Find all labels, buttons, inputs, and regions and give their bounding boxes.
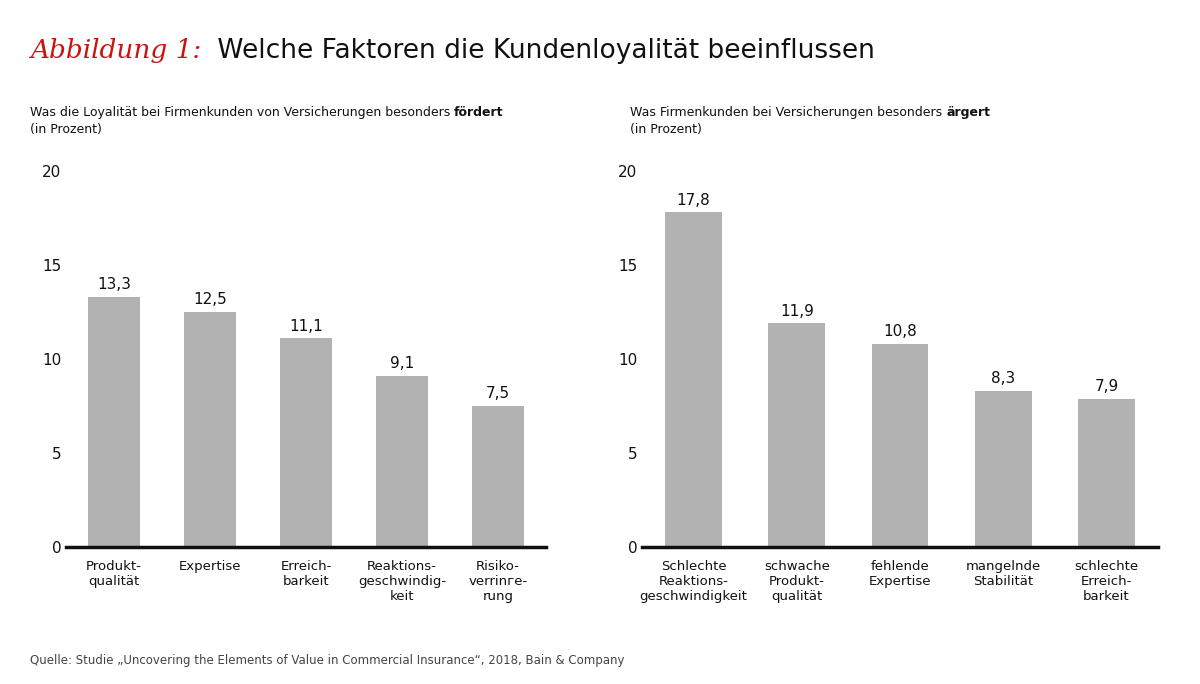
Bar bbox=[768, 324, 826, 547]
Text: 7,5: 7,5 bbox=[486, 386, 510, 402]
Text: Quelle: Studie „Uncovering the Elements of Value in Commercial Insurance“, 2018,: Quelle: Studie „Uncovering the Elements … bbox=[30, 654, 624, 667]
Text: 8,3: 8,3 bbox=[991, 371, 1015, 386]
Text: (in Prozent): (in Prozent) bbox=[30, 123, 102, 136]
Bar bbox=[871, 344, 929, 547]
Text: ärgert: ärgert bbox=[946, 106, 990, 119]
Text: 10,8: 10,8 bbox=[883, 324, 917, 339]
Text: 12,5: 12,5 bbox=[193, 292, 227, 307]
Text: fördert: fördert bbox=[455, 106, 504, 119]
Bar bbox=[280, 339, 332, 547]
Bar bbox=[376, 376, 428, 547]
Text: 7,9: 7,9 bbox=[1094, 379, 1118, 394]
Bar bbox=[472, 406, 524, 547]
Bar bbox=[974, 391, 1032, 547]
Text: 13,3: 13,3 bbox=[97, 277, 131, 292]
Bar bbox=[88, 297, 140, 547]
Text: Abbildung 1:: Abbildung 1: bbox=[30, 38, 202, 63]
Text: (in Prozent): (in Prozent) bbox=[630, 123, 702, 136]
Bar bbox=[665, 212, 722, 547]
Text: Was Firmenkunden bei Versicherungen besonders: Was Firmenkunden bei Versicherungen beso… bbox=[630, 106, 946, 119]
Text: Was die Loyalität bei Firmenkunden von Versicherungen besonders: Was die Loyalität bei Firmenkunden von V… bbox=[30, 106, 455, 119]
Text: Welche Faktoren die Kundenloyalität beeinflussen: Welche Faktoren die Kundenloyalität beei… bbox=[209, 38, 875, 64]
Text: 11,1: 11,1 bbox=[289, 319, 323, 334]
Text: 9,1: 9,1 bbox=[390, 356, 414, 371]
Text: 11,9: 11,9 bbox=[780, 304, 814, 319]
Bar bbox=[1078, 399, 1135, 547]
Text: 17,8: 17,8 bbox=[677, 193, 710, 208]
Bar bbox=[184, 312, 236, 547]
